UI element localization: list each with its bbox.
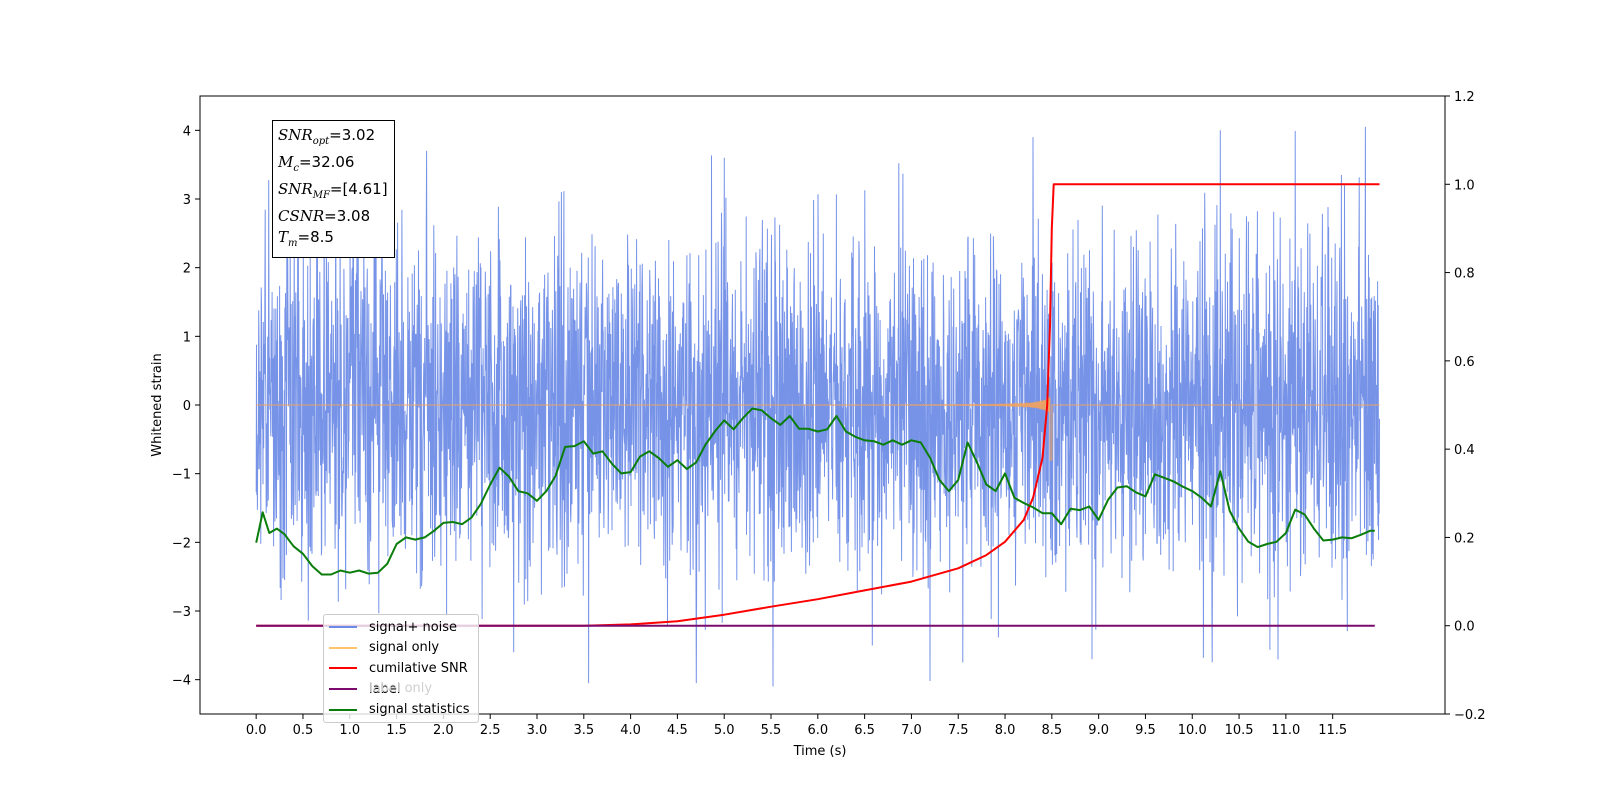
y-tick-label: 1 [183, 330, 191, 345]
x-tick-label: 1.0 [339, 723, 360, 738]
y2-tick-label: 0.8 [1454, 267, 1475, 282]
x-tick-label: 6.5 [854, 723, 875, 738]
x-tick-label: 3.0 [527, 723, 548, 738]
x-tick-label: 10.0 [1178, 723, 1207, 738]
y2-tick-label: 0.0 [1454, 620, 1475, 635]
legend-swatch [329, 708, 357, 711]
y-tick-label: −1 [172, 468, 191, 483]
x-tick-label: 7.5 [948, 723, 969, 738]
x-tick-label: 0.5 [293, 723, 314, 738]
metrics-annotation-box: SNRopt=3.02 Mc=32.06 SNRMF=[4.61] CSNR=3… [272, 120, 395, 258]
x-tick-label: 9.0 [1088, 723, 1109, 738]
legend-label: signal statistics [369, 702, 470, 718]
annotation-snr-opt: SNRopt=3.02 [278, 126, 376, 147]
x-tick-label: 10.5 [1225, 723, 1254, 738]
x-tick-label: 2.5 [480, 723, 501, 738]
x-axis-label: Time (s) [793, 744, 847, 759]
x-tick-label: 0.0 [246, 723, 267, 738]
series-signal-noise [255, 126, 1380, 687]
series-signal-statistics [255, 407, 1375, 576]
x-tick-label: 8.0 [995, 723, 1016, 738]
legend-item-cumilative-snr: cumilative SNR [324, 658, 478, 679]
y-axis-label: Whitened strain [150, 353, 165, 456]
legend-swatch [329, 646, 357, 649]
y2-tick-label: 0.6 [1454, 355, 1475, 370]
x-tick-label: 5.5 [761, 723, 782, 738]
legend-item-signal-noise: signal+ noise [324, 617, 478, 638]
x-tick-label: 3.5 [573, 723, 594, 738]
legend-swatch [329, 688, 357, 691]
annotation-tm: Tm=8.5 [278, 228, 334, 249]
x-tick-label: 11.0 [1271, 723, 1300, 738]
x-tick-label: 9.5 [1135, 723, 1156, 738]
y-tick-label: 3 [183, 193, 191, 208]
legend-item-signal-statistics: signal statistics [324, 699, 478, 720]
x-tick-label: 1.5 [386, 723, 407, 738]
x-tick-label: 5.0 [714, 723, 735, 738]
series-signal-only [256, 396, 1380, 461]
legend-label: label [369, 681, 401, 697]
annotation-snr-mf: SNRMF=[4.61] [278, 180, 388, 201]
legend-item-label: label label only [324, 679, 478, 700]
y2-tick-label: −0.2 [1454, 708, 1486, 723]
y2-tick-label: 0.4 [1454, 443, 1475, 458]
x-tick-label: 4.0 [620, 723, 641, 738]
x-tick-label: 4.5 [667, 723, 688, 738]
y-tick-label: −3 [172, 605, 191, 620]
x-tick-label: 2.0 [433, 723, 454, 738]
x-tick-label: 11.5 [1318, 723, 1347, 738]
legend-swatch [329, 667, 357, 670]
y-tick-label: 2 [183, 262, 191, 277]
y2-tick-label: 1.0 [1454, 178, 1475, 193]
legend-overlap-text: label only [369, 680, 433, 696]
legend-label: cumilative SNR [369, 660, 468, 676]
annotation-mc: Mc=32.06 [278, 153, 355, 174]
series-cumilative-snr [256, 183, 1380, 627]
legend-label: signal+ noise [369, 619, 458, 635]
y-tick-label: −4 [172, 674, 191, 689]
annotation-csnr: CSNR=3.08 [278, 207, 371, 225]
legend: signal+ noise signal only cumilative SNR… [323, 614, 479, 723]
y-tick-label: −2 [172, 536, 191, 551]
x-tick-label: 8.5 [1041, 723, 1062, 738]
y-tick-label: 4 [183, 124, 191, 139]
y-tick-label: 0 [183, 399, 191, 414]
legend-item-signal-only: signal only [324, 638, 478, 659]
legend-label: signal only [369, 640, 440, 656]
x-tick-label: 7.0 [901, 723, 922, 738]
y2-tick-label: 0.2 [1454, 531, 1475, 546]
legend-swatch [329, 626, 357, 629]
x-tick-label: 6.0 [807, 723, 828, 738]
y2-tick-label: 1.2 [1454, 90, 1475, 105]
